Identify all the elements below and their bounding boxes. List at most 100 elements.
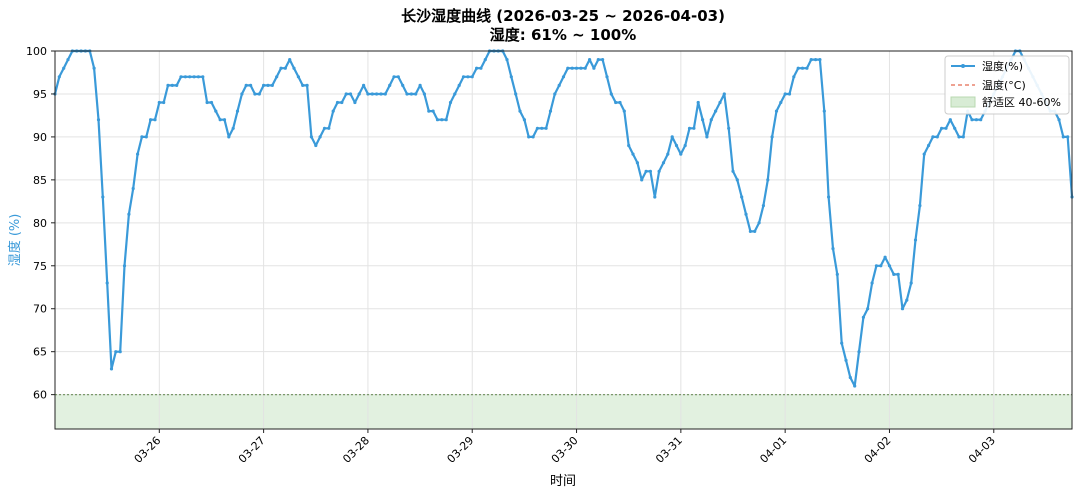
humidity-point — [787, 92, 792, 96]
x-tick-label: 03-26 — [132, 434, 164, 466]
humidity-point — [249, 83, 253, 87]
humidity-point — [557, 83, 561, 87]
legend-humidity-marker — [961, 64, 965, 68]
humidity-point — [335, 100, 340, 105]
humidity-point — [62, 66, 66, 70]
legend-comfort-label: 舒适区 40-60% — [982, 95, 1061, 109]
humidity-point — [609, 92, 613, 96]
y-axis-label: 湿度 (%) — [7, 214, 23, 267]
x-axis-ticks: 03-26 03-27 03-28 03-29 03-30 03-31 04-01 04-02… — [132, 429, 998, 466]
humidity-point — [205, 100, 209, 105]
humidity-point — [648, 169, 653, 173]
humidity-point — [418, 83, 422, 87]
humidity-point — [275, 75, 279, 79]
humidity-point — [840, 341, 844, 345]
humidity-point — [644, 169, 648, 173]
x-axis-label: 时间 — [550, 474, 576, 489]
humidity-point — [283, 66, 287, 70]
humidity-point — [514, 92, 518, 96]
humidity-point — [1061, 135, 1065, 139]
humidity-point — [561, 75, 566, 79]
humidity-point — [188, 75, 192, 79]
humidity-point — [900, 307, 905, 311]
humidity-point — [288, 58, 292, 62]
humidity-point — [592, 66, 596, 70]
humidity-point — [601, 58, 605, 62]
humidity-point — [214, 109, 218, 113]
humidity-point — [379, 92, 383, 96]
humidity-point — [618, 100, 622, 105]
humidity-point — [396, 75, 400, 79]
humidity-point — [692, 126, 696, 130]
humidity-point — [518, 109, 522, 113]
humidity-point — [466, 75, 470, 79]
humidity-point — [766, 178, 770, 182]
humidity-point — [709, 118, 713, 122]
humidity-point — [866, 307, 870, 311]
humidity-point — [231, 126, 235, 130]
humidity-point — [222, 118, 227, 122]
grid-lines — [55, 50, 1072, 429]
humidity-point — [531, 135, 535, 139]
humidity-point — [196, 75, 200, 79]
humidity-point — [453, 92, 457, 96]
humidity-point — [800, 66, 805, 70]
humidity-point — [735, 178, 739, 182]
humidity-point — [814, 58, 818, 62]
humidity-point — [66, 58, 70, 62]
humidity-point — [362, 83, 366, 87]
humidity-point — [796, 66, 800, 70]
humidity-point — [131, 186, 135, 191]
humidity-point — [127, 212, 131, 216]
humidity-point — [566, 66, 570, 70]
humidity-point — [770, 135, 774, 139]
humidity-point — [357, 92, 361, 96]
humidity-point — [870, 281, 874, 285]
humidity-point — [270, 83, 274, 87]
humidity-point — [783, 92, 787, 96]
humidity-point — [679, 152, 683, 156]
humidity-point — [1057, 118, 1061, 122]
x-tick-label: 03-29 — [445, 434, 477, 466]
humidity-point — [218, 118, 222, 122]
humidity-point — [227, 135, 231, 139]
humidity-point — [540, 126, 544, 130]
humidity-point — [149, 118, 153, 122]
humidity-point — [509, 75, 513, 79]
humidity-point — [935, 135, 939, 139]
humidity-point — [748, 229, 753, 233]
humidity-point — [887, 264, 892, 268]
humidity-point — [744, 212, 748, 216]
humidity-point — [527, 135, 531, 139]
humidity-point — [279, 66, 283, 70]
humidity-point — [722, 92, 726, 96]
humidity-point — [109, 367, 114, 371]
humidity-point — [831, 247, 835, 251]
chart-subtitle: 湿度: 61% ~ 100% — [490, 26, 636, 44]
humidity-point — [835, 272, 839, 276]
humidity-point — [444, 118, 448, 122]
humidity-point — [579, 66, 583, 70]
humidity-point — [209, 100, 214, 105]
humidity-point — [953, 126, 957, 130]
x-tick-label: 04-01 — [757, 434, 789, 466]
humidity-point — [674, 143, 679, 148]
humidity-point — [974, 118, 979, 122]
humidity-point — [388, 83, 392, 87]
y-tick-label: 85 — [33, 174, 47, 187]
humidity-point — [414, 92, 418, 96]
humidity-point — [853, 384, 857, 388]
humidity-point — [314, 143, 318, 148]
humidity-point — [257, 92, 261, 96]
humidity-point — [427, 109, 431, 113]
y-tick-label: 80 — [33, 217, 47, 230]
humidity-point — [136, 152, 140, 156]
humidity-point — [1066, 135, 1070, 139]
humidity-points — [53, 49, 1074, 388]
humidity-point — [192, 75, 196, 79]
humidity-point — [883, 255, 887, 259]
humidity-point — [370, 92, 374, 96]
humidity-point — [318, 135, 322, 139]
humidity-point — [848, 375, 852, 380]
